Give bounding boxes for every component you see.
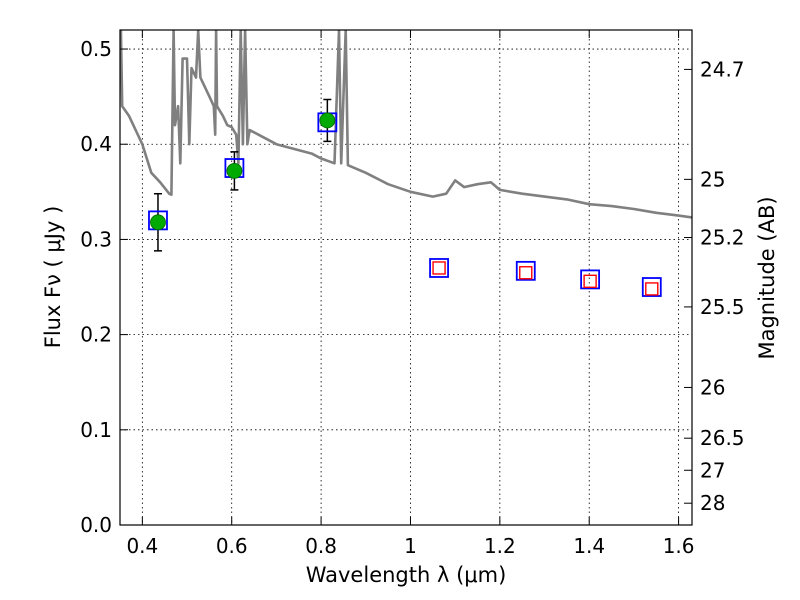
x-tick-label: 1.4 [573,534,605,558]
y-axis-label: Flux Fν ( μJy ) [41,206,65,349]
right-axis-tick-label: 27 [700,458,725,482]
right-axis-label: Magnitude (AB) [755,196,779,359]
sed-template-line [120,30,692,219]
predicted-square-marker [519,266,533,280]
right-axis-tick-label: 25 [700,167,725,191]
sed-line-series [120,30,692,219]
model-square-marker [580,269,601,290]
predicted-square-marker [583,274,597,289]
y-tick-label: 0.1 [80,418,112,442]
right-axis-tick-label: 28 [700,491,725,515]
y-tick-label: 0.4 [80,132,112,156]
model-square-marker [641,277,662,297]
y-tick-label: 0.5 [80,37,112,61]
photometry-points [148,98,662,297]
observed-point-marker [319,112,336,129]
right-axis-tick-label: 25.2 [700,226,745,250]
tick-labels: 0.4 0.6 0.8 1 1.2 1.4 1.6 0.0 0.1 0.2 0.3 0.4 0.5 24.… [80,37,744,558]
plot-frame [119,29,693,526]
x-tick-label: 1.2 [484,534,516,558]
x-tick-label: 0.6 [216,534,248,558]
x-tick-label: 1.6 [663,534,695,558]
y-tick-label: 0.3 [80,227,112,251]
right-axis-tick-label: 24.7 [700,57,745,81]
model-square-marker [429,258,449,278]
y-tick-label: 0.2 [80,323,112,347]
observed-point-marker [150,214,166,231]
observed-point-marker [226,162,243,179]
model-square-marker [515,260,536,281]
x-tick-label: 0.4 [126,534,158,558]
y-tick-label: 0.0 [80,513,112,537]
right-axis-tick-label: 26 [700,375,725,399]
right-axis-tick-label: 25.5 [700,295,745,319]
x-tick-label: 0.8 [305,534,337,558]
axis-ticks [120,30,692,526]
grid [120,30,692,525]
predicted-square-marker [645,282,659,296]
predicted-square-marker [432,261,446,275]
x-axis-label: Wavelength λ (μm) [306,563,507,587]
x-tick-label: 1 [404,534,417,558]
right-axis-tick-label: 26.5 [700,426,745,450]
